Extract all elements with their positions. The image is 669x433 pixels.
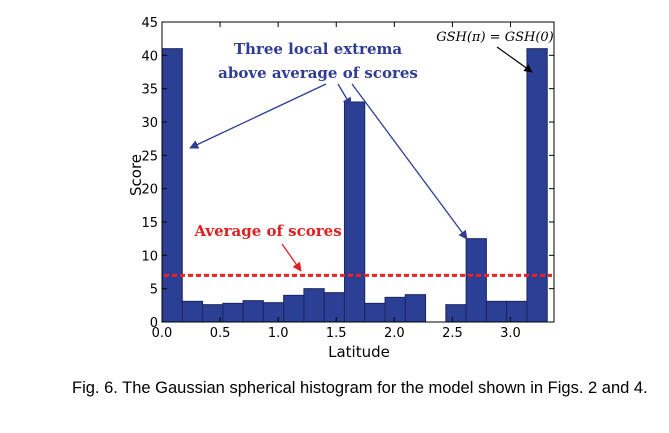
arrow-to-average-line	[281, 243, 302, 272]
bar-9	[343, 101, 366, 323]
bar-7	[303, 288, 325, 323]
x-axis-label: Latitude	[328, 343, 390, 361]
bar-17	[506, 300, 528, 323]
bar-14	[445, 304, 467, 323]
bar-12	[404, 294, 427, 323]
bar-10	[364, 302, 386, 323]
y-axis-label: Score	[127, 154, 145, 196]
arrow-to-last-bar	[496, 46, 533, 73]
x-tick-label-5: 2.5	[442, 326, 463, 341]
plot-frame	[161, 21, 555, 323]
annotation-extrema-line2: above average of scores	[218, 64, 418, 82]
y-tick-label-6: 30	[141, 116, 158, 131]
y-tick-label-2: 10	[141, 249, 158, 264]
bars-group	[161, 48, 548, 323]
figure-caption: Fig. 6. The Gaussian spherical histogram…	[72, 379, 648, 397]
arrow-to-third-extremum	[351, 83, 468, 240]
bar-1	[181, 300, 204, 323]
bar-6	[283, 294, 305, 323]
bar-18	[526, 48, 548, 323]
bar-4	[242, 300, 264, 323]
x-tick-label-4: 2.0	[384, 326, 405, 341]
bar-3	[222, 302, 244, 323]
bar-5	[262, 302, 285, 323]
arrow-to-second-extremum	[337, 83, 352, 107]
x-tick-label-3: 1.5	[326, 326, 347, 341]
bar-0	[161, 48, 183, 323]
x-tick-label-0: 0.0	[152, 326, 173, 341]
bar-15	[465, 238, 487, 323]
bar-16	[485, 300, 508, 323]
bar-8	[323, 292, 345, 323]
y-tick-label-7: 35	[141, 83, 158, 98]
axes-group	[161, 21, 555, 323]
y-tick-label-5: 25	[141, 149, 158, 164]
arrow-to-first-extremum	[189, 83, 327, 149]
y-tick-label-4: 20	[141, 183, 158, 198]
y-tick-label-1: 5	[150, 283, 158, 298]
bar-11	[384, 296, 406, 323]
y-tick-label-8: 40	[141, 49, 158, 64]
x-tick-label-1: 0.5	[210, 326, 231, 341]
y-tick-label-3: 15	[141, 216, 158, 231]
y-tick-label-0: 0	[150, 316, 158, 331]
y-tick-label-9: 45	[141, 16, 158, 31]
ticks-group: 0 5 10 15 20 25 30 35 40 45 0.0 0.5 1.0 1.5 2.0 2.5 3.0	[141, 16, 554, 341]
annotation-extrema-line1: Three local extrema	[234, 40, 402, 58]
annotation-average: Average of scores	[193, 222, 341, 240]
x-tick-label-2: 1.0	[268, 326, 289, 341]
x-tick-label-6: 3.0	[500, 326, 521, 341]
annotation-equation: GSH(π) = GSH(0)	[436, 30, 554, 45]
